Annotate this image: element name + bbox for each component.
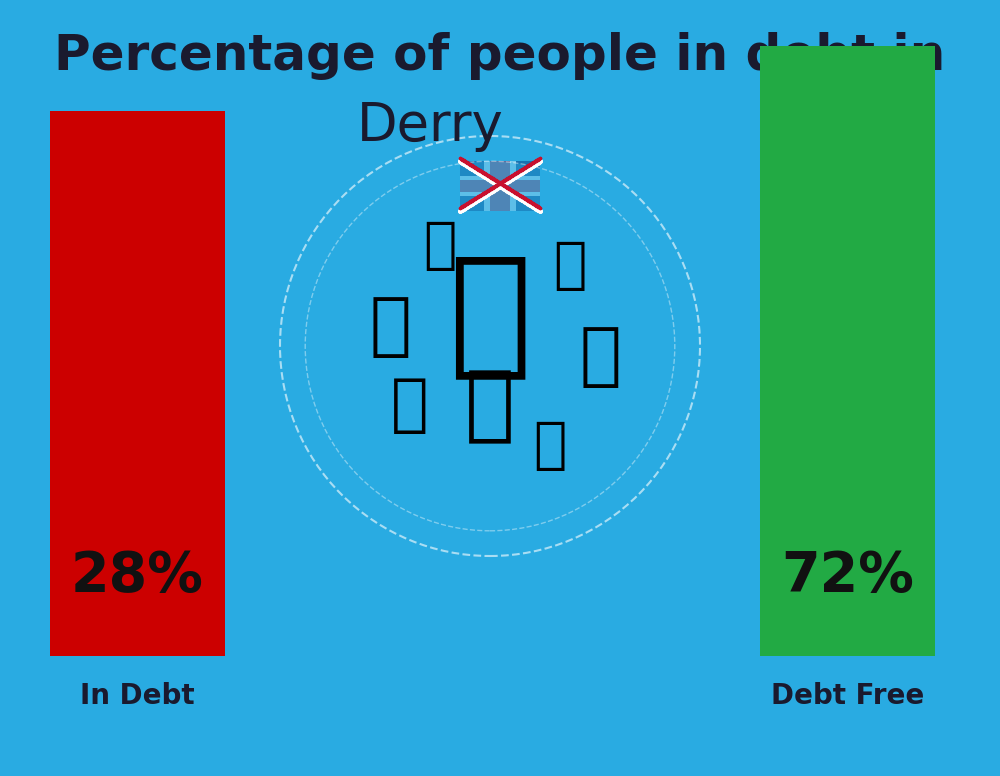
Text: 💰: 💰 — [465, 365, 515, 446]
Text: Debt Free: Debt Free — [771, 682, 924, 710]
Text: Percentage of people in debt in: Percentage of people in debt in — [54, 32, 946, 80]
Circle shape — [305, 161, 675, 531]
Bar — [484, 161, 516, 211]
Text: 🚗: 🚗 — [391, 376, 429, 436]
Text: 📱: 📱 — [553, 239, 587, 293]
Text: 72%: 72% — [781, 549, 914, 603]
Bar — [460, 176, 540, 196]
Bar — [490, 161, 510, 211]
Text: In Debt: In Debt — [80, 682, 195, 710]
Bar — [760, 46, 935, 656]
Text: 🏠: 🏠 — [369, 293, 411, 359]
Circle shape — [280, 136, 700, 556]
Text: Derry: Derry — [357, 100, 503, 152]
Text: 🎓: 🎓 — [579, 323, 621, 390]
Bar — [50, 111, 225, 656]
Text: 💵: 💵 — [423, 219, 457, 273]
Text: 28%: 28% — [71, 549, 204, 603]
Bar — [460, 180, 540, 192]
Text: 🏛: 🏛 — [448, 248, 532, 383]
Bar — [460, 161, 540, 211]
Text: 📋: 📋 — [533, 419, 567, 473]
